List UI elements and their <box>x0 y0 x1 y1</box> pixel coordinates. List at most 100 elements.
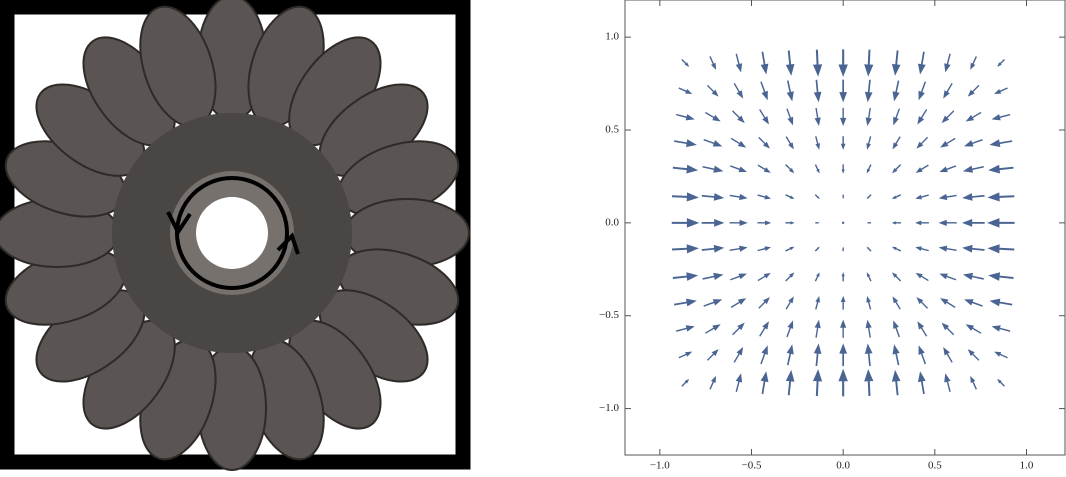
vector-arrow <box>676 113 695 121</box>
vector-arrow <box>988 272 1014 281</box>
vector-arrow <box>864 49 874 77</box>
vector-arrow <box>785 50 795 76</box>
vector-arrow <box>672 164 699 174</box>
vector-arrow <box>785 194 795 199</box>
vector-arrow <box>962 244 985 253</box>
vector-arrow <box>892 296 901 310</box>
vector-arrow <box>760 81 768 101</box>
vector-arrow <box>866 246 872 252</box>
vector-arrow <box>915 194 929 200</box>
vector-arrow <box>814 246 820 252</box>
vector-arrow <box>730 165 747 173</box>
vector-arrow <box>866 295 872 310</box>
vector-arrow <box>970 375 978 390</box>
hub-hole <box>196 197 268 269</box>
vector-arrow <box>866 222 872 224</box>
vector-arrow <box>703 138 723 147</box>
vector-arrow <box>813 343 822 366</box>
plot-frame <box>624 0 1066 456</box>
vector-arrow <box>916 297 929 309</box>
vector-arrow <box>944 53 951 73</box>
vector-arrow <box>706 84 719 97</box>
vector-arrow <box>941 110 955 124</box>
vector-arrow <box>730 298 747 308</box>
vector-arrow <box>967 349 980 361</box>
vector-arrow <box>757 246 772 252</box>
vector-arrow <box>701 218 725 227</box>
vector-arrow <box>815 136 820 150</box>
vector-arrow <box>678 351 693 359</box>
vector-arrow <box>840 319 847 338</box>
vector-arrow <box>672 272 699 281</box>
vector-arrow <box>865 319 872 338</box>
vector-arrow <box>760 345 768 365</box>
vector-arrow <box>815 222 820 224</box>
vector-arrow <box>917 321 928 337</box>
vector-arrow <box>987 218 1015 228</box>
vector-arrow <box>864 79 873 103</box>
vector-arrow <box>994 87 1008 95</box>
vector-arrow <box>917 51 926 75</box>
vector-arrow <box>997 378 1006 387</box>
vector-arrow <box>840 107 847 127</box>
vector-arrow <box>915 246 929 252</box>
vector-arrow <box>730 273 747 281</box>
vector-arrow <box>987 244 1015 254</box>
vector-arrow <box>733 82 744 99</box>
vector-arrow <box>941 322 955 336</box>
x-tick-label: −1.0 <box>650 460 670 472</box>
vector-arrow <box>841 164 845 174</box>
vector-arrow <box>841 272 845 282</box>
vector-arrow <box>965 324 982 334</box>
vector-arrow <box>735 53 743 73</box>
rotation-arrowheads <box>166 211 300 255</box>
vector-arrow <box>786 344 794 366</box>
vector-arrow <box>733 347 744 363</box>
vector-arrow <box>915 164 929 173</box>
vector-arrow <box>785 369 795 396</box>
vector-arrow <box>965 111 982 122</box>
vector-arrow <box>676 325 695 332</box>
vector-arrow <box>865 107 872 126</box>
vector-arrow <box>892 80 900 102</box>
vector-arrow <box>812 369 823 397</box>
vector-arrow <box>760 371 769 395</box>
vector-arrow <box>891 50 901 76</box>
vector-arrow <box>709 375 717 390</box>
vector-arrow <box>964 138 983 147</box>
vector-arrow <box>918 81 927 101</box>
vector-arrow <box>962 272 984 281</box>
vector-arrow <box>962 165 984 173</box>
vector-arrow <box>997 58 1006 67</box>
vector-arrow <box>989 139 1013 148</box>
vector-arrow <box>814 272 820 282</box>
vector-arrow <box>964 299 983 307</box>
vector-arrow <box>814 319 821 338</box>
vector-arrow <box>814 194 820 200</box>
vector-arrow <box>786 80 794 102</box>
vector-arrow <box>961 218 985 227</box>
vector-arrow <box>760 51 769 75</box>
vector-arrow <box>702 165 724 173</box>
vector-arrow <box>943 347 953 363</box>
vector-arrow <box>892 136 901 150</box>
vector-arrow <box>915 220 929 226</box>
vector-arrow <box>987 192 1015 202</box>
vector-arrow <box>701 244 725 253</box>
vector-arrow <box>703 299 723 307</box>
vector-arrow <box>757 164 771 173</box>
vector-arrow <box>815 295 820 310</box>
vector-arrow <box>892 272 902 282</box>
vector-arrow <box>866 164 872 174</box>
vector-arrow <box>757 194 772 200</box>
vector-arrow <box>915 272 929 282</box>
vector-arrow <box>812 49 823 77</box>
vector-arrow <box>864 369 874 397</box>
vector-arrow <box>759 109 769 125</box>
vector-arrow <box>989 298 1013 307</box>
vector-arrow <box>732 110 745 124</box>
vector-arrow <box>786 108 794 126</box>
y-tick-label: 0.0 <box>605 216 619 228</box>
vector-arrow <box>785 136 794 150</box>
x-tick-label: 0.0 <box>836 460 850 472</box>
